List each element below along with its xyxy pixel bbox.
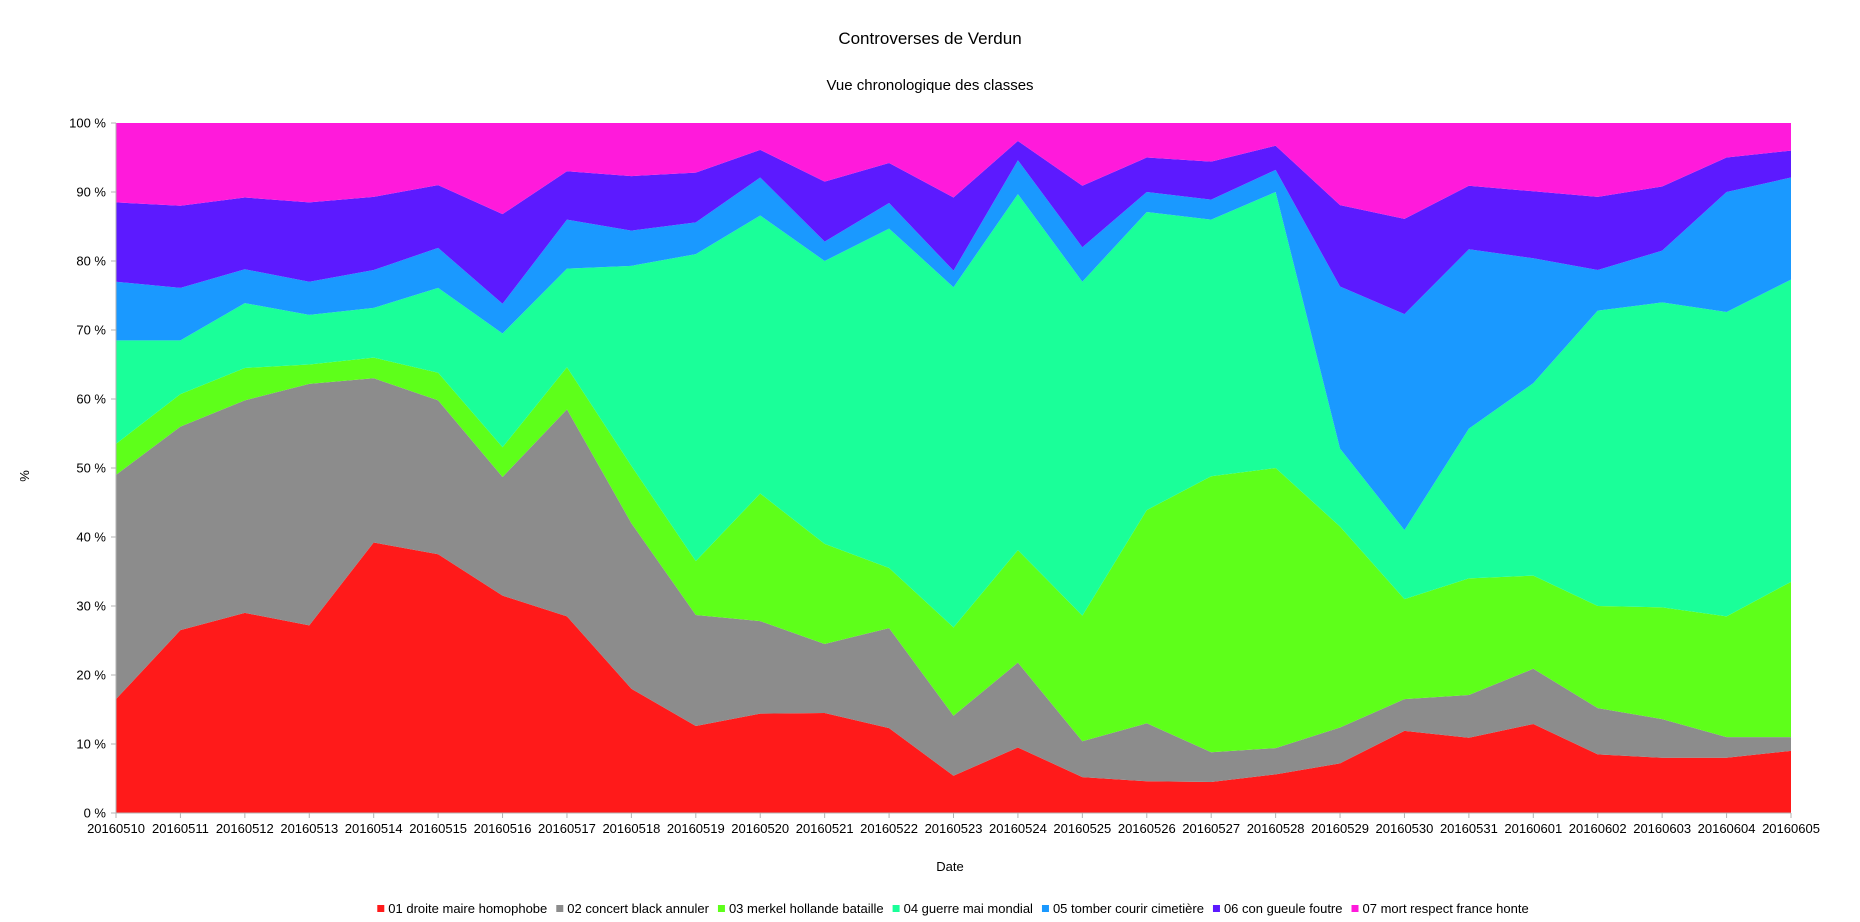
x-tick-label: 20160526 <box>1118 821 1176 836</box>
x-tick-label: 20160516 <box>474 821 532 836</box>
x-tick-label: 20160601 <box>1504 821 1562 836</box>
y-tick-label: 30 % <box>76 599 106 614</box>
legend-item-5: 05 tomber courir cimetière <box>1041 901 1204 916</box>
x-tick-label: 20160511 <box>152 821 209 836</box>
y-tick-label: 70 % <box>76 323 106 338</box>
legend-swatch <box>717 905 725 912</box>
legend-swatch <box>1351 905 1359 912</box>
x-axis-label: Date <box>936 859 963 874</box>
area-series-6 <box>116 140 1791 315</box>
y-tick-label: 80 % <box>76 254 106 269</box>
x-tick-label: 20160515 <box>409 821 467 836</box>
legend-item-7: 07 mort respect france honte <box>1351 901 1529 916</box>
legend-label: 02 concert black annuler <box>567 901 709 916</box>
x-tick-label: 20160513 <box>280 821 338 836</box>
plot-area <box>116 123 1791 813</box>
legend: 01 droite maire homophobe 02 concert blac… <box>377 901 1529 916</box>
x-tick-label: 20160528 <box>1247 821 1305 836</box>
legend-label: 05 tomber courir cimetière <box>1053 901 1204 916</box>
x-tick-label: 20160604 <box>1698 821 1756 836</box>
x-tick-label: 20160517 <box>538 821 596 836</box>
x-tick-label: 20160603 <box>1633 821 1691 836</box>
y-tick-label: 100 % <box>69 116 106 131</box>
x-tick-label: 20160524 <box>989 821 1047 836</box>
legend-item-3: 03 merkel hollande bataille <box>717 901 884 916</box>
x-tick-label: 20160519 <box>667 821 725 836</box>
legend-item-6: 06 con gueule foutre <box>1212 901 1343 916</box>
legend-label: 04 guerre mai mondial <box>904 901 1033 916</box>
y-axis-ticks: 0 % 10 % 20 % 30 % 40 % 50 % 60 % 70 % 80 % 90 % 1… <box>69 116 116 821</box>
y-tick-label: 20 % <box>76 668 106 683</box>
legend-swatch <box>556 905 564 912</box>
x-tick-label: 20160512 <box>216 821 274 836</box>
x-axis-ticks: 20160510 20160511 20160512 20160513 20160514… <box>87 813 1820 836</box>
y-tick-label: 10 % <box>76 737 106 752</box>
x-tick-label: 20160605 <box>1762 821 1820 836</box>
x-tick-label: 20160527 <box>1182 821 1240 836</box>
y-tick-label: 40 % <box>76 530 106 545</box>
area-series-3 <box>116 357 1791 753</box>
legend-swatch <box>377 905 385 912</box>
area-series-1 <box>116 542 1791 813</box>
x-tick-label: 20160510 <box>87 821 145 836</box>
y-tick-label: 0 % <box>84 806 107 821</box>
x-tick-label: 20160602 <box>1569 821 1627 836</box>
legend-label: 03 merkel hollande bataille <box>729 901 884 916</box>
legend-item-4: 04 guerre mai mondial <box>892 901 1033 916</box>
y-tick-label: 60 % <box>76 392 106 407</box>
x-tick-label: 20160523 <box>925 821 983 836</box>
x-tick-label: 20160521 <box>796 821 854 836</box>
legend-swatch <box>892 905 900 912</box>
legend-swatch <box>1041 905 1049 912</box>
x-tick-label: 20160520 <box>731 821 789 836</box>
y-tick-label: 90 % <box>76 185 106 200</box>
chart-title: Controverses de Verdun <box>838 29 1021 48</box>
y-axis-label: % <box>17 470 32 482</box>
legend-label: 06 con gueule foutre <box>1224 901 1343 916</box>
legend-item-1: 01 droite maire homophobe <box>377 901 547 916</box>
area-series-7 <box>116 123 1791 219</box>
chart-subtitle: Vue chronologique des classes <box>826 77 1033 94</box>
x-tick-label: 20160522 <box>860 821 918 836</box>
area-series-2 <box>116 378 1791 782</box>
x-tick-label: 20160530 <box>1376 821 1434 836</box>
y-tick-label: 50 % <box>76 461 106 476</box>
area-series-5 <box>116 160 1791 531</box>
legend-label: 07 mort respect france honte <box>1363 901 1529 916</box>
x-tick-label: 20160529 <box>1311 821 1369 836</box>
legend-swatch <box>1212 905 1220 912</box>
legend-item-2: 02 concert black annuler <box>556 901 710 916</box>
x-tick-label: 20160525 <box>1053 821 1111 836</box>
x-tick-label: 20160518 <box>602 821 660 836</box>
legend-label: 01 droite maire homophobe <box>388 901 547 916</box>
area-series-4 <box>116 192 1791 628</box>
x-tick-label: 20160514 <box>345 821 403 836</box>
x-tick-label: 20160531 <box>1440 821 1498 836</box>
